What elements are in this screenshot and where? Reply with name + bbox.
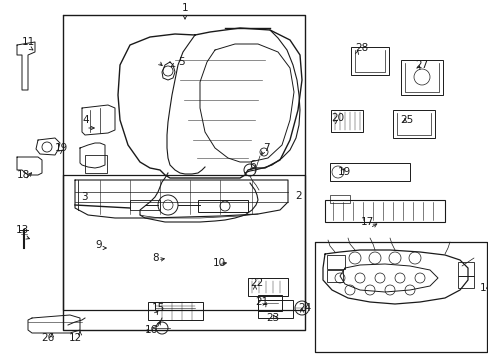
Bar	[400, 60, 442, 95]
Bar	[247, 278, 287, 296]
Text: 22: 22	[249, 278, 263, 288]
Text: 19: 19	[55, 143, 68, 153]
Text: 2: 2	[294, 191, 301, 201]
Text: 15: 15	[152, 303, 165, 313]
Text: 25: 25	[399, 115, 412, 125]
Text: 7: 7	[263, 143, 269, 153]
Bar	[85, 155, 107, 173]
Text: 10: 10	[213, 258, 225, 268]
Bar	[325, 200, 444, 222]
Text: 1: 1	[182, 3, 188, 13]
Text: 13: 13	[16, 225, 29, 235]
Bar	[392, 110, 434, 138]
Text: 11: 11	[22, 37, 35, 47]
Text: 19: 19	[337, 167, 350, 177]
Text: 12: 12	[68, 333, 81, 343]
Text: 6: 6	[248, 160, 255, 170]
Text: 27: 27	[414, 60, 427, 70]
Text: 14: 14	[479, 283, 488, 293]
Bar	[258, 295, 282, 311]
Text: 17: 17	[360, 217, 373, 227]
Text: 20: 20	[330, 113, 344, 123]
Text: 24: 24	[297, 303, 311, 313]
Text: →: →	[141, 325, 148, 334]
Bar	[148, 302, 203, 320]
Text: 18: 18	[17, 170, 30, 180]
Bar	[457, 262, 473, 276]
Bar	[198, 200, 247, 212]
Text: 16: 16	[145, 325, 158, 335]
Text: 26: 26	[41, 333, 55, 343]
Text: 21: 21	[255, 297, 268, 307]
Bar	[350, 47, 388, 75]
Text: 5: 5	[178, 57, 184, 67]
Bar	[457, 276, 473, 288]
Text: 9: 9	[95, 240, 102, 250]
Bar	[326, 255, 345, 269]
Text: 28: 28	[354, 43, 367, 53]
Bar	[329, 195, 349, 203]
Text: 4: 4	[82, 115, 88, 125]
Bar	[258, 300, 292, 318]
Bar	[329, 163, 409, 181]
Text: 23: 23	[266, 313, 279, 323]
Text: 3: 3	[81, 192, 87, 202]
Bar	[130, 200, 160, 210]
Text: 8: 8	[152, 253, 158, 263]
Bar	[330, 110, 362, 132]
Bar	[326, 270, 342, 282]
